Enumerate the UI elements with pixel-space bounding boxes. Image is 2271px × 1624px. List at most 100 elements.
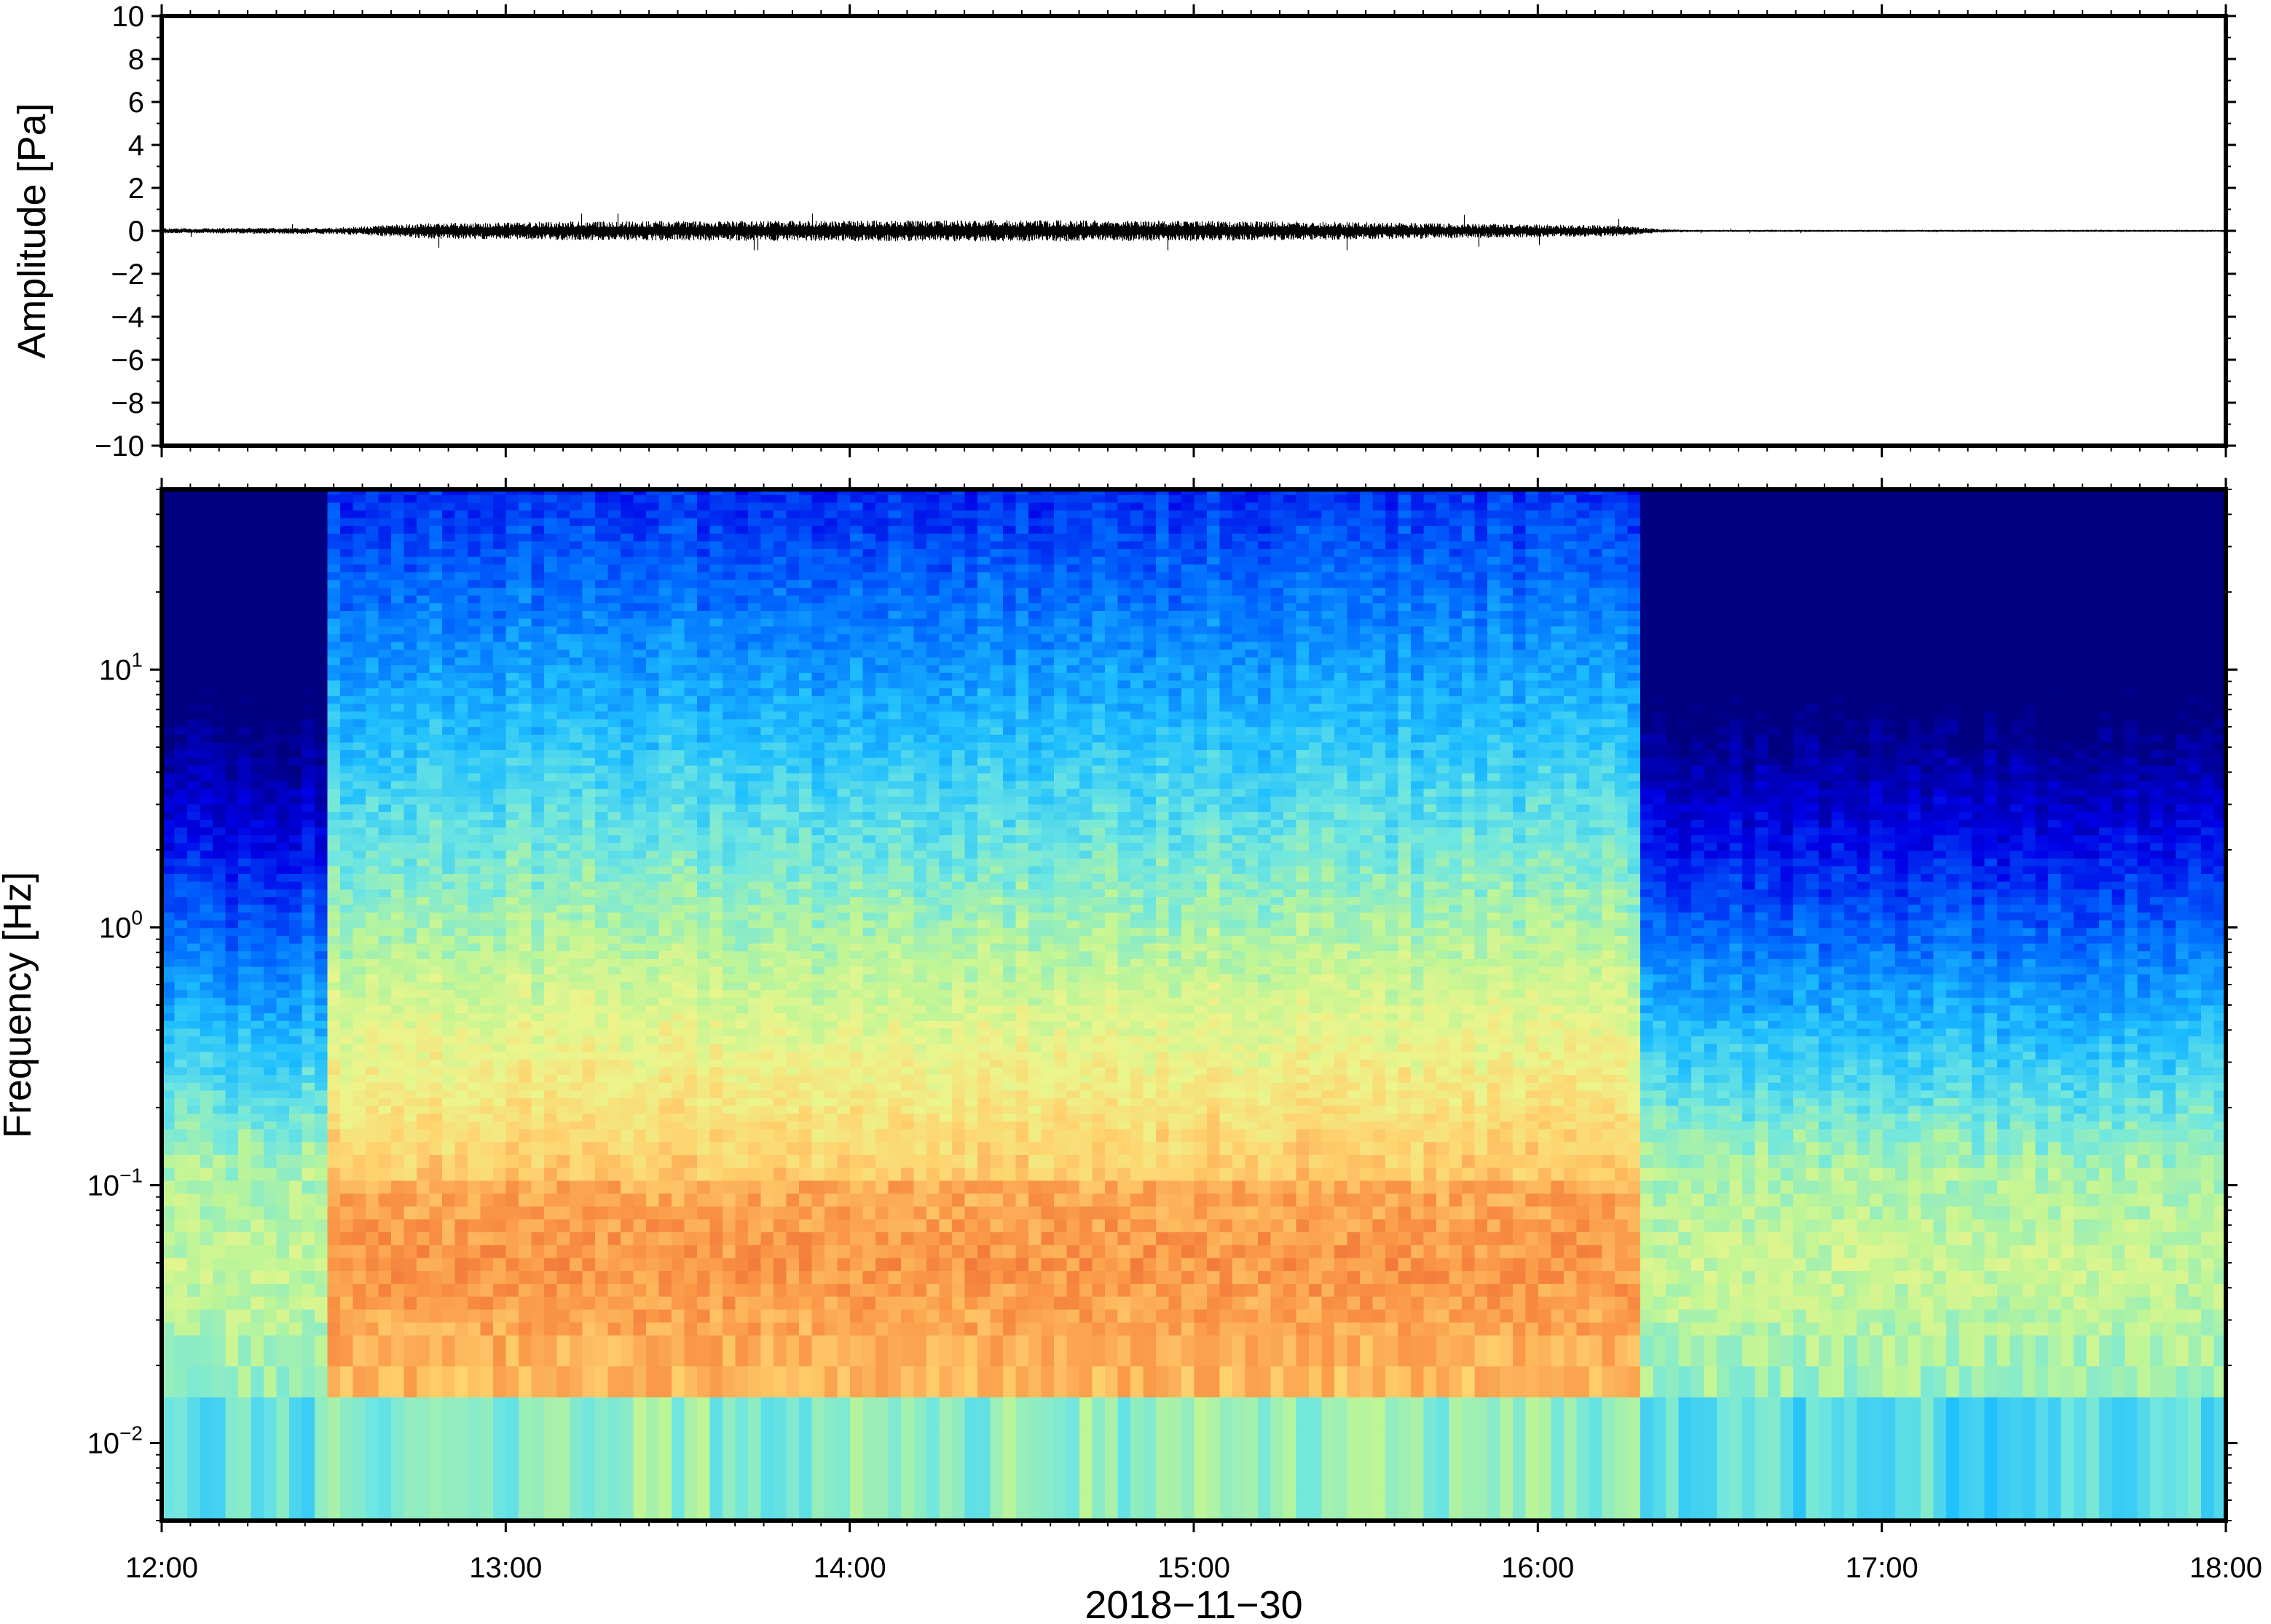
spectrogram-cell — [264, 525, 278, 534]
spectrogram-cell — [709, 819, 723, 828]
spectrogram-cell — [264, 1489, 278, 1521]
spectrogram-cell — [646, 641, 660, 650]
spectrogram-cell — [174, 1427, 188, 1459]
spectrogram-cell — [697, 572, 711, 580]
spectrogram-cell — [480, 1105, 494, 1114]
spectrogram-cell — [531, 1206, 545, 1220]
spectrogram-cell — [366, 773, 379, 781]
spectrogram-cell — [658, 749, 672, 758]
spectrogram-cell — [429, 548, 443, 557]
spectrogram-cell — [162, 1167, 176, 1181]
spectrogram-cell — [442, 943, 456, 952]
spectrogram-cell — [697, 1193, 711, 1207]
spectrogram-cell — [556, 1082, 570, 1091]
spectrogram-cell — [646, 935, 660, 944]
spectrogram-cell — [429, 719, 443, 728]
spectrogram-cell — [378, 920, 392, 929]
spectrogram-cell — [378, 641, 392, 650]
spectrogram-cell — [633, 1012, 647, 1021]
spectrogram-cell — [556, 1067, 570, 1076]
spectrogram-cell — [658, 1218, 672, 1233]
spectrogram-cell — [684, 881, 698, 890]
spectrogram-cell — [429, 835, 443, 843]
spectrogram-cell — [238, 1082, 252, 1091]
spectrogram-cell — [315, 657, 328, 666]
spectrogram-cell — [213, 595, 227, 604]
spectrogram-cell — [493, 943, 507, 952]
spectrogram-cell — [391, 811, 405, 820]
spectrogram-cell — [697, 920, 711, 929]
spectrogram-cell — [276, 602, 290, 611]
spectrogram-cell — [582, 579, 596, 588]
spectrogram-cell — [607, 904, 621, 913]
spectrogram-cell — [582, 912, 596, 921]
spectrogram-cell — [582, 587, 596, 596]
spectrogram-cell — [404, 865, 417, 874]
spectrogram-cell — [556, 835, 570, 843]
spectrogram-cell — [735, 1427, 749, 1459]
spectrogram-cell — [723, 687, 736, 696]
spectrogram-cell — [595, 989, 609, 998]
spectrogram-cell — [697, 1296, 711, 1310]
spectrogram-cell — [493, 1322, 507, 1336]
spectrogram-cell — [366, 1097, 379, 1106]
spectrogram-cell — [391, 958, 405, 967]
spectrogram-cell — [315, 1067, 328, 1076]
spectrogram-cell — [556, 649, 570, 658]
spectrogram-cell — [723, 657, 736, 666]
spectrogram-cell — [289, 1141, 303, 1155]
spectrogram-cell — [276, 626, 290, 634]
spectrogram-cell — [251, 1231, 264, 1245]
spectrogram-cell — [225, 1335, 239, 1367]
spectrogram-cell — [468, 773, 481, 781]
spectrogram-cell — [582, 1309, 596, 1323]
spectrogram-cell — [570, 672, 583, 681]
spectrogram-cell — [276, 858, 290, 867]
spectrogram-cell — [340, 595, 354, 604]
spectrogram-cell — [289, 510, 303, 519]
spectrogram-cell — [454, 726, 468, 735]
spectrogram-cell — [621, 888, 634, 897]
spectrogram-cell — [570, 881, 583, 890]
spectrogram-cell — [251, 502, 264, 511]
spectrogram-cell — [289, 819, 303, 828]
spectrogram-cell — [723, 502, 736, 511]
spectrogram-cell — [276, 494, 290, 503]
spectrogram-cell — [646, 687, 660, 696]
spectrogram-cell — [646, 796, 660, 805]
spectrogram-cell — [442, 873, 456, 882]
spectrogram-cell — [442, 711, 456, 720]
spectrogram-cell — [723, 757, 736, 766]
spectrogram-cell — [251, 572, 264, 580]
spectrogram-cell — [200, 726, 213, 735]
spectrogram-cell — [709, 1283, 723, 1297]
spectrogram-cell — [251, 1128, 264, 1143]
spectrogram-cell — [174, 873, 188, 882]
spectrogram-cell — [251, 564, 264, 572]
spectrogram-cell — [723, 734, 736, 743]
spectrogram-cell — [366, 1044, 379, 1052]
spectrogram-cell — [200, 657, 213, 666]
spectrogram-cell — [404, 920, 417, 929]
spectrogram-cell — [544, 1427, 558, 1459]
spectrogram-cell — [378, 943, 392, 952]
spectrogram-cell — [213, 649, 227, 658]
spectrogram-cell — [570, 510, 583, 519]
spectrogram-cell — [315, 517, 328, 527]
spectrogram-cell — [378, 634, 392, 642]
spectrogram-cell — [684, 858, 698, 867]
spectrogram-cell — [327, 749, 341, 758]
spectrogram-cell — [672, 525, 685, 534]
spectrogram-cell — [366, 881, 379, 890]
spectrogram-cell — [454, 1206, 468, 1220]
spectrogram-cell — [315, 1365, 328, 1398]
spectrogram-cell — [187, 489, 201, 495]
spectrogram-cell — [340, 1051, 354, 1060]
spectrogram-cell — [213, 1005, 227, 1014]
spectrogram-cell — [505, 664, 519, 673]
spectrogram-cell — [493, 1012, 507, 1021]
spectrogram-cell — [391, 1283, 405, 1297]
spectrogram-cell — [468, 587, 481, 596]
spectrogram-cell — [162, 912, 176, 921]
spectrogram-cell — [607, 556, 621, 565]
